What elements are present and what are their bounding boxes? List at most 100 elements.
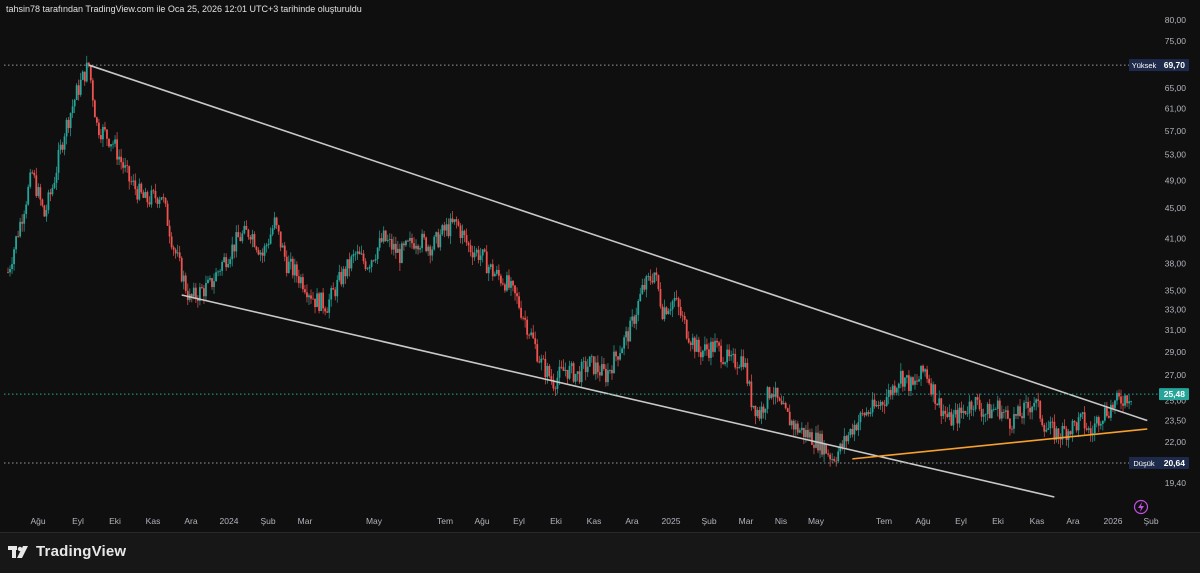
candle-body xyxy=(958,407,961,424)
candle-body xyxy=(150,190,153,205)
candle-body xyxy=(681,315,684,317)
candle-body xyxy=(734,353,737,368)
candle-body xyxy=(609,370,611,371)
candle-body xyxy=(926,369,928,379)
alert-bolt-icon[interactable] xyxy=(1133,499,1149,515)
candle-body xyxy=(1055,428,1058,440)
candle-body xyxy=(138,183,141,200)
candle-body xyxy=(611,370,613,374)
candle-body xyxy=(952,414,955,426)
candle-body xyxy=(378,238,381,248)
candle-body xyxy=(463,230,466,236)
candle-body xyxy=(487,266,490,274)
candle-body xyxy=(932,384,935,395)
candle-body xyxy=(920,365,922,380)
candle-body xyxy=(914,380,916,385)
candle-body xyxy=(695,339,698,352)
candle-body xyxy=(162,197,165,199)
candle-body xyxy=(83,71,86,82)
candle-body xyxy=(69,113,72,129)
last-price-value-box xyxy=(1159,388,1189,401)
candle-body xyxy=(899,371,902,384)
candle-body xyxy=(956,409,959,424)
candle-body xyxy=(1023,402,1025,419)
candle-body xyxy=(289,258,292,262)
candle-body xyxy=(954,409,957,415)
candle-body xyxy=(687,338,690,343)
chart-area[interactable]: 80,0075,0070,0065,0061,0057,0053,0049,00… xyxy=(0,0,1200,532)
candle-body xyxy=(401,243,403,263)
candle-body xyxy=(1085,428,1088,430)
brand[interactable]: TradingView xyxy=(8,543,126,560)
candle-body xyxy=(227,263,230,268)
candle-body xyxy=(390,239,393,250)
candle-body xyxy=(407,240,409,242)
candle-body xyxy=(148,202,151,205)
candle-body xyxy=(584,361,587,373)
candle-body xyxy=(912,377,914,385)
candle-body xyxy=(239,237,242,242)
candle-body xyxy=(1071,420,1074,435)
candle-body xyxy=(328,299,331,313)
candle-body xyxy=(27,186,30,205)
candle-body xyxy=(302,277,304,290)
candle-body xyxy=(895,388,898,393)
candle-body xyxy=(154,191,157,199)
candle-body xyxy=(699,352,702,358)
candle-body xyxy=(762,406,765,413)
candle-body xyxy=(1009,418,1011,429)
candle-body xyxy=(875,404,878,407)
high-level-label-box xyxy=(1129,59,1160,72)
candle-body xyxy=(815,432,817,448)
candle-body xyxy=(1095,417,1098,424)
candle-body xyxy=(855,424,858,431)
candle-body xyxy=(100,135,102,140)
candle-body xyxy=(813,444,815,448)
candle-body xyxy=(1126,395,1128,404)
candle-body xyxy=(67,119,70,129)
candle-body xyxy=(63,136,66,150)
candle-body xyxy=(532,332,535,339)
candle-body xyxy=(586,366,589,373)
candle-body xyxy=(534,338,537,345)
candle-body xyxy=(124,165,127,168)
candle-body xyxy=(788,411,791,426)
candle-body xyxy=(7,272,9,273)
candle-body xyxy=(594,362,597,375)
candle-body xyxy=(867,412,870,414)
candle-body xyxy=(770,394,773,399)
candle-body xyxy=(893,385,896,393)
candle-body xyxy=(295,264,298,277)
candle-body xyxy=(168,225,171,237)
price-tick-label: 45,00 xyxy=(1165,203,1187,213)
candle-body xyxy=(433,236,436,250)
candle-body xyxy=(809,432,811,438)
candle-body xyxy=(178,252,181,258)
candle-body xyxy=(219,270,221,272)
price-chart[interactable]: 80,0075,0070,0065,0061,0057,0053,0049,00… xyxy=(0,0,1200,532)
candle-body xyxy=(671,301,674,310)
candle-body xyxy=(411,237,413,244)
candle-body xyxy=(764,408,767,413)
candle-body xyxy=(326,311,329,313)
candle-body xyxy=(160,197,163,200)
price-tick-label: 65,00 xyxy=(1165,83,1187,93)
candle-body xyxy=(213,281,215,288)
candle-body xyxy=(829,454,832,460)
candle-body xyxy=(320,292,322,311)
candle-body xyxy=(229,259,232,264)
candle-body xyxy=(843,436,846,448)
candle-body xyxy=(459,225,462,239)
candle-body xyxy=(140,183,143,193)
candle-body xyxy=(221,262,224,271)
candle-body xyxy=(1025,402,1027,403)
candle-body xyxy=(998,400,1001,419)
candle-body xyxy=(174,249,177,254)
candle-body xyxy=(120,156,123,163)
low-level-label: Düşük xyxy=(1133,459,1155,468)
candle-body xyxy=(992,409,995,411)
candle-body xyxy=(928,378,931,384)
candle-body xyxy=(362,253,365,262)
candle-body xyxy=(516,293,518,297)
candle-body xyxy=(497,269,500,276)
